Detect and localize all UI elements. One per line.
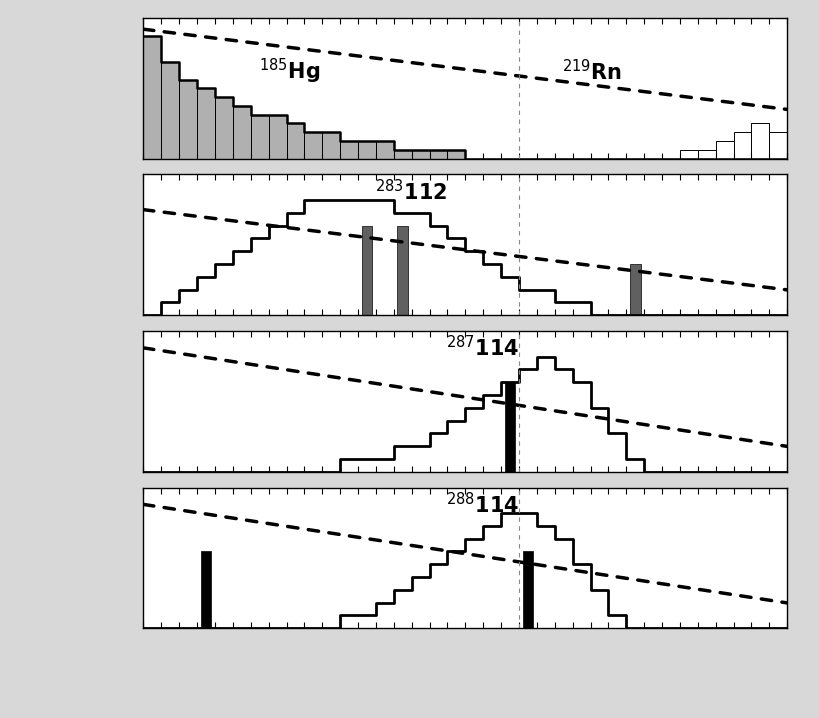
Bar — [397, 225, 408, 315]
Bar — [179, 80, 197, 159]
Bar — [411, 150, 429, 159]
Bar — [269, 115, 286, 159]
Text: $^{288}$114: $^{288}$114 — [446, 492, 518, 517]
Text: $^{283}$112: $^{283}$112 — [375, 179, 447, 204]
Bar — [143, 36, 161, 159]
Text: $^{185}$Hg: $^{185}$Hg — [259, 57, 320, 86]
Bar — [358, 141, 375, 159]
Bar — [715, 141, 733, 159]
Bar — [197, 88, 215, 159]
Bar — [233, 106, 251, 159]
Bar — [304, 132, 322, 159]
Bar — [361, 225, 372, 315]
Bar — [429, 150, 447, 159]
Bar — [697, 150, 715, 159]
Bar — [251, 115, 269, 159]
Bar — [340, 141, 358, 159]
Bar — [504, 382, 515, 472]
Bar — [522, 551, 532, 628]
Bar — [201, 551, 211, 628]
Bar — [393, 150, 411, 159]
Text: $^{287}$114: $^{287}$114 — [446, 335, 518, 360]
Bar — [447, 150, 464, 159]
Bar — [322, 132, 340, 159]
Bar — [768, 132, 786, 159]
Bar — [286, 123, 304, 159]
Bar — [629, 264, 640, 315]
Bar — [679, 150, 697, 159]
Bar — [375, 141, 393, 159]
Bar — [733, 132, 750, 159]
Bar — [161, 62, 179, 159]
Bar — [215, 97, 233, 159]
Text: $^{219}$Rn: $^{219}$Rn — [561, 59, 621, 84]
Bar — [750, 123, 768, 159]
